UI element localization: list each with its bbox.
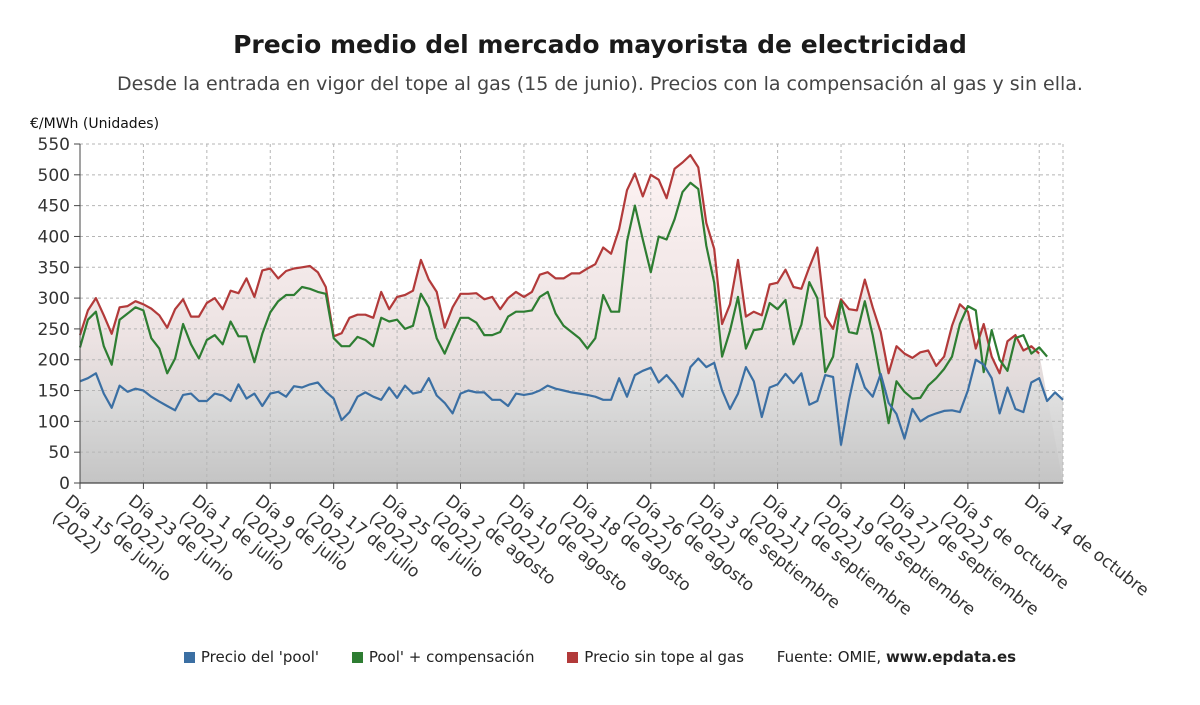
line-pool-compensacion	[78, 181, 1048, 425]
legend-label-pool: Precio del 'pool'	[200, 648, 320, 666]
x-tick-label: Día 14 de octubre	[1020, 491, 1152, 601]
axes	[74, 143, 1063, 489]
y-tick-label: 250	[38, 320, 70, 340]
line-pool	[79, 357, 1064, 446]
y-tick-label: 50	[48, 443, 70, 463]
y-tick-label: 450	[38, 197, 70, 217]
y-tick-label: 550	[38, 135, 70, 155]
legend-label-sin-tope: Precio sin tope al gas	[584, 648, 744, 666]
source-note: Fuente: OMIE, www.epdata.es	[777, 648, 1016, 666]
legend-item-sin-tope: Precio sin tope al gas	[567, 648, 744, 666]
legend: Precio del 'pool' Pool' + compensación P…	[0, 648, 1200, 666]
legend-item-compensacion: Pool' + compensación	[351, 648, 535, 666]
legend-swatch-sin-tope	[567, 652, 579, 663]
y-tick-label: 350	[38, 258, 70, 278]
gridlines	[80, 143, 1064, 483]
y-axis-label: €/MWh (Unidades)	[30, 116, 159, 132]
area-fill-pool	[80, 358, 1063, 483]
y-tick-label: 500	[38, 166, 70, 186]
series-lines	[78, 154, 1064, 446]
legend-label-compensacion: Pool' + compensación	[368, 648, 535, 666]
y-tick-label: 400	[38, 227, 70, 247]
chart-title: Precio medio del mercado mayorista de el…	[233, 30, 967, 59]
legend-swatch-pool	[183, 652, 195, 663]
area-fills	[80, 155, 1063, 483]
y-tick-label: 150	[38, 382, 70, 402]
y-axis-ticks: 0 50 100 150 200 250 300 350 400 450 500 550	[38, 135, 70, 494]
y-tick-label: 200	[38, 351, 70, 371]
chart-subtitle: Desde la entrada en vigor del tope al ga…	[117, 73, 1083, 95]
line-sin-tope	[78, 154, 1040, 375]
y-tick-label: 0	[59, 474, 70, 494]
x-tick-label-line1: Día 14 de octubre	[1020, 491, 1152, 601]
y-tick-label: 100	[38, 412, 70, 432]
source-prefix: Fuente: OMIE,	[776, 648, 886, 666]
x-axis-ticks: Día 15 de junio(2022) Día 23 de junio(202…	[48, 491, 1153, 620]
source-site: www.epdata.es	[885, 648, 1017, 666]
y-tick-label: 300	[38, 289, 70, 309]
legend-swatch-compensacion	[351, 652, 363, 663]
legend-item-pool: Precio del 'pool'	[183, 648, 320, 666]
